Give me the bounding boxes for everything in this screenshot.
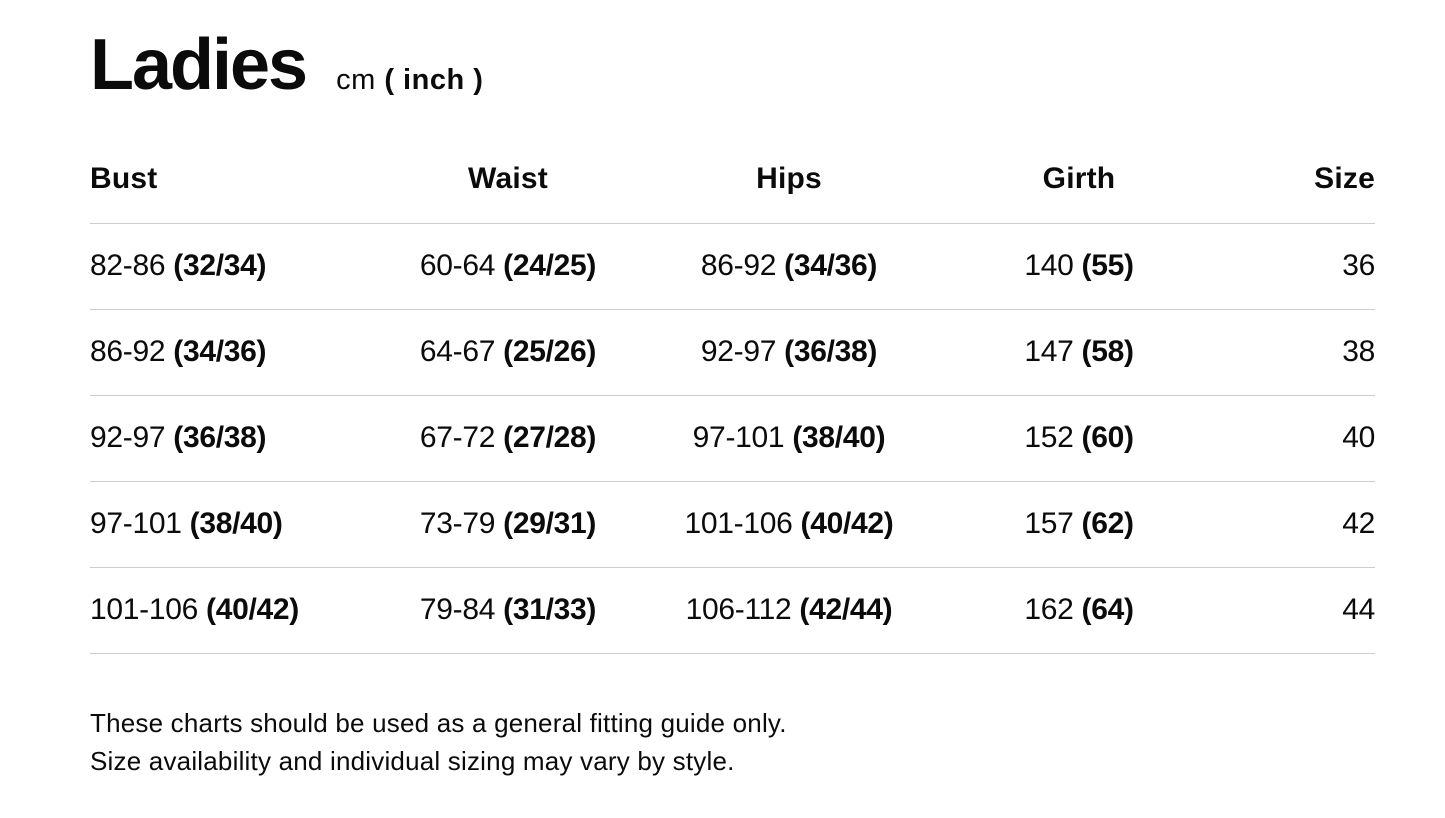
inch-value: (27/28) (503, 421, 597, 455)
cell-bust: 101-106 (40/42) (90, 567, 370, 654)
cell-hips: 106-112 (42/44) (646, 567, 932, 654)
table-row: 92-97 (36/38) 67-72 (27/28) 97-101 (38/4… (90, 395, 1375, 482)
cm-value: 97-101 (692, 421, 785, 455)
cell-hips: 86-92 (34/36) (646, 223, 932, 310)
cm-value: 64-67 (419, 335, 496, 369)
cell-hips: 92-97 (36/38) (646, 309, 932, 396)
cell-waist: 67-72 (27/28) (370, 395, 646, 482)
inch-value: (36/38) (173, 421, 267, 455)
column-header-size: Size (1226, 161, 1375, 224)
cell-size: 38 (1226, 309, 1375, 396)
cell-hips: 97-101 (38/40) (646, 395, 932, 482)
cell-girth: 140 (55) (932, 223, 1226, 310)
cell-girth: 147 (58) (932, 309, 1226, 396)
column-header-waist: Waist (370, 161, 646, 224)
inch-value: (32/34) (173, 249, 267, 283)
cell-girth: 162 (64) (932, 567, 1226, 654)
inch-value: (31/33) (503, 593, 597, 627)
fitting-guide-note-line1: These charts should be used as a general… (90, 707, 787, 738)
cm-value: 67-72 (419, 421, 496, 455)
inch-value: (38/40) (792, 421, 886, 455)
inch-value: (34/36) (173, 335, 267, 369)
cm-value: 101-106 (684, 507, 793, 541)
inch-value: (64) (1081, 593, 1134, 627)
cell-bust: 97-101 (38/40) (90, 481, 370, 568)
inch-value: (60) (1081, 421, 1134, 455)
cm-value: 92-97 (90, 421, 166, 455)
inch-value: (40/42) (800, 507, 894, 541)
inch-value: (34/36) (784, 249, 878, 283)
cm-value: 73-79 (419, 507, 496, 541)
cm-value: 106-112 (685, 593, 792, 627)
column-header-bust: Bust (90, 161, 370, 224)
cell-girth: 152 (60) (932, 395, 1226, 482)
units-label: cm ( inch ) (336, 64, 483, 97)
cm-value: 79-84 (419, 593, 496, 627)
inch-value: (40/42) (206, 593, 300, 627)
cm-value: 157 (1024, 507, 1074, 541)
cm-value: 140 (1024, 249, 1074, 283)
cm-value: 147 (1024, 335, 1074, 369)
column-header-hips: Hips (646, 161, 932, 224)
inch-value: (29/31) (503, 507, 597, 541)
page-title: Ladies (90, 25, 308, 105)
fitting-guide-note-line2: Size availability and individual sizing … (90, 745, 735, 776)
cm-value: 101-106 (90, 593, 198, 627)
table-row: 97-101 (38/40) 73-79 (29/31) 101-106 (40… (90, 481, 1375, 568)
cell-bust: 82-86 (32/34) (90, 223, 370, 310)
cell-hips: 101-106 (40/42) (646, 481, 932, 568)
inch-value: (36/38) (784, 335, 878, 369)
units-cm: cm (336, 64, 376, 96)
cm-value: 162 (1024, 593, 1074, 627)
table-row: 82-86 (32/34) 60-64 (24/25) 86-92 (34/36… (90, 223, 1375, 310)
cm-value: 82-86 (90, 249, 166, 283)
table-header-row: Bust Waist Hips Girth Size (90, 161, 1375, 224)
cell-waist: 64-67 (25/26) (370, 309, 646, 396)
cm-value: 60-64 (419, 249, 496, 283)
inch-value: (24/25) (503, 249, 597, 283)
cell-size: 42 (1226, 481, 1375, 568)
table-row: 86-92 (34/36) 64-67 (25/26) 92-97 (36/38… (90, 309, 1375, 396)
inch-value: (62) (1081, 507, 1134, 541)
size-guide-page: Ladies cm ( inch ) Bust Waist Hips Girth… (90, 25, 1375, 780)
inch-value: (55) (1081, 249, 1134, 283)
cell-waist: 60-64 (24/25) (370, 223, 646, 310)
table-row: 101-106 (40/42) 79-84 (31/33) 106-112 (4… (90, 567, 1375, 654)
cm-value: 86-92 (90, 335, 166, 369)
inch-value: (58) (1081, 335, 1134, 369)
cell-girth: 157 (62) (932, 481, 1226, 568)
cell-bust: 86-92 (34/36) (90, 309, 370, 396)
cm-value: 152 (1024, 421, 1074, 455)
units-inch: ( inch ) (384, 64, 484, 96)
cell-waist: 79-84 (31/33) (370, 567, 646, 654)
size-chart-table: Bust Waist Hips Girth Size 82-86 (32/34)… (90, 161, 1375, 654)
inch-value: (42/44) (799, 593, 893, 627)
cell-size: 44 (1226, 567, 1375, 654)
cell-size: 40 (1226, 395, 1375, 482)
cm-value: 92-97 (700, 335, 777, 369)
fitting-guide-note: These charts should be used as a general… (90, 704, 1375, 780)
cm-value: 86-92 (700, 249, 777, 283)
inch-value: (25/26) (503, 335, 597, 369)
inch-value: (38/40) (189, 507, 283, 541)
title-row: Ladies cm ( inch ) (90, 25, 1375, 105)
cell-bust: 92-97 (36/38) (90, 395, 370, 482)
cell-size: 36 (1226, 223, 1375, 310)
column-header-girth: Girth (932, 161, 1226, 224)
cm-value: 97-101 (90, 507, 182, 541)
cell-waist: 73-79 (29/31) (370, 481, 646, 568)
